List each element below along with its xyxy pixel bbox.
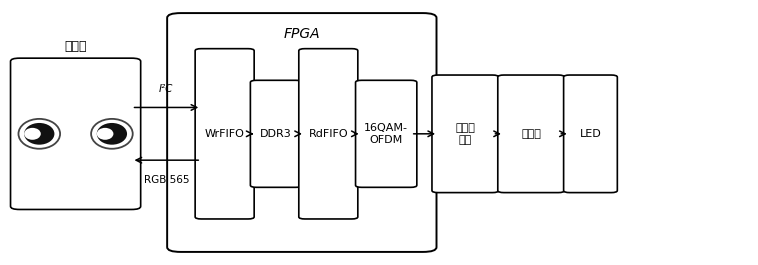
- Text: 16QAM-
OFDM: 16QAM- OFDM: [364, 123, 409, 145]
- Text: RGB 565: RGB 565: [144, 175, 190, 185]
- Text: FPGA: FPGA: [283, 27, 320, 41]
- Ellipse shape: [97, 123, 127, 145]
- Text: LED: LED: [580, 129, 601, 139]
- FancyBboxPatch shape: [195, 49, 254, 219]
- Text: 偏置器: 偏置器: [522, 129, 541, 139]
- FancyBboxPatch shape: [168, 13, 437, 252]
- FancyBboxPatch shape: [498, 75, 565, 193]
- FancyBboxPatch shape: [356, 80, 417, 187]
- FancyBboxPatch shape: [299, 49, 358, 219]
- Text: 数模转
换器: 数模转 换器: [456, 123, 475, 145]
- Text: RdFIFO: RdFIFO: [309, 129, 348, 139]
- Ellipse shape: [97, 128, 114, 140]
- Ellipse shape: [91, 119, 133, 149]
- Text: DDR3: DDR3: [260, 129, 292, 139]
- Text: I²C: I²C: [159, 84, 174, 94]
- Text: WrFIFO: WrFIFO: [205, 129, 245, 139]
- Ellipse shape: [24, 123, 55, 145]
- FancyBboxPatch shape: [564, 75, 617, 193]
- Ellipse shape: [24, 128, 41, 140]
- FancyBboxPatch shape: [250, 80, 302, 187]
- FancyBboxPatch shape: [11, 58, 141, 209]
- FancyBboxPatch shape: [432, 75, 499, 193]
- Text: 摄像头: 摄像头: [64, 40, 87, 53]
- Ellipse shape: [18, 119, 60, 149]
